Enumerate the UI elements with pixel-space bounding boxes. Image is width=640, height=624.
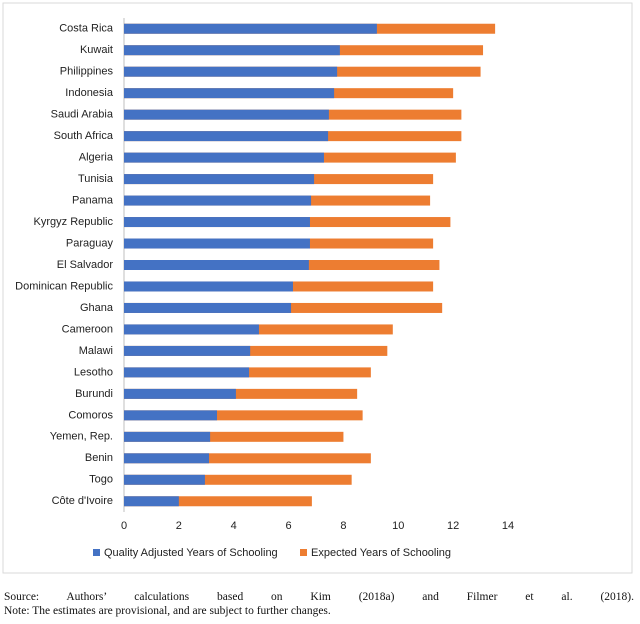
bar [124, 131, 329, 142]
bar [124, 474, 352, 485]
y-tick-label: South Africa [54, 130, 114, 142]
x-tick-label: 0 [121, 520, 127, 532]
legend-swatch [93, 549, 100, 556]
bar [124, 174, 315, 185]
legend-label: Expected Years of Schooling [311, 547, 451, 559]
bar [124, 324, 259, 335]
chart: 0 2 4 6 8 10 12 14 Costa Rica Kuwait Philippines In… [2, 2, 633, 574]
bar [124, 23, 377, 34]
y-tick-label: Comoros [68, 409, 113, 421]
y-tick-label: Burundi [75, 388, 113, 400]
note: Note: The estimates are provisional, and… [4, 605, 331, 617]
bar [124, 474, 205, 485]
bar [124, 345, 388, 356]
bar [124, 195, 312, 206]
y-tick-label: Panama [72, 194, 114, 206]
bar [124, 410, 363, 421]
x-tick-label: 2 [176, 520, 182, 532]
bar [124, 152, 324, 163]
bar [124, 238, 310, 249]
y-tick-label: Indonesia [65, 87, 114, 99]
y-tick-label: Kuwait [80, 44, 113, 56]
y-tick-label: Saudi Arabia [51, 109, 114, 121]
y-tick-label: Cameroon [62, 323, 113, 335]
bar [124, 260, 309, 270]
x-tick-label: 10 [392, 520, 404, 532]
bar [124, 66, 338, 77]
x-tick-label: 4 [231, 520, 237, 532]
bar [124, 496, 179, 507]
y-tick-label: Togo [89, 474, 113, 486]
bar [124, 345, 251, 356]
y-tick-label: Philippines [60, 66, 114, 78]
bar [124, 453, 371, 464]
y-tick-label: Algeria [79, 152, 114, 164]
bar [124, 410, 217, 421]
bar [124, 367, 250, 378]
x-tick-label: 8 [340, 520, 346, 532]
bar [124, 45, 340, 56]
y-tick-label: Paraguay [66, 237, 114, 249]
y-tick-label: Ghana [80, 302, 114, 314]
x-tick-label: 12 [447, 520, 459, 532]
bar [124, 431, 211, 442]
y-tick-label: El Salvador [57, 259, 114, 271]
y-tick-label: Lesotho [74, 366, 113, 378]
bar [124, 281, 293, 292]
bar [124, 302, 292, 313]
bar [124, 388, 236, 399]
y-tick-label: Benin [85, 452, 113, 464]
bar [124, 496, 312, 507]
bar [124, 217, 310, 228]
bar [124, 88, 335, 99]
y-tick-label: Costa Rica [59, 23, 114, 35]
y-tick-label: Malawi [79, 345, 113, 357]
bar [124, 388, 358, 399]
y-tick-label: Tunisia [78, 173, 114, 185]
x-tick-label: 6 [286, 520, 292, 532]
y-tick-label: Yemen, Rep. [50, 431, 113, 443]
legend-swatch [300, 549, 307, 556]
y-tick-label: Dominican Republic [15, 280, 113, 292]
y-tick-label: Kyrgyz Republic [34, 216, 114, 228]
source-note: Source: Authors’ calculations based on K… [4, 591, 634, 603]
legend-label: Quality Adjusted Years of Schooling [104, 547, 278, 559]
y-tick-label: Côte d'Ivoire [52, 495, 113, 507]
bar [124, 109, 329, 120]
bar [124, 431, 344, 442]
bar [124, 453, 210, 464]
x-tick-label: 14 [502, 520, 514, 532]
